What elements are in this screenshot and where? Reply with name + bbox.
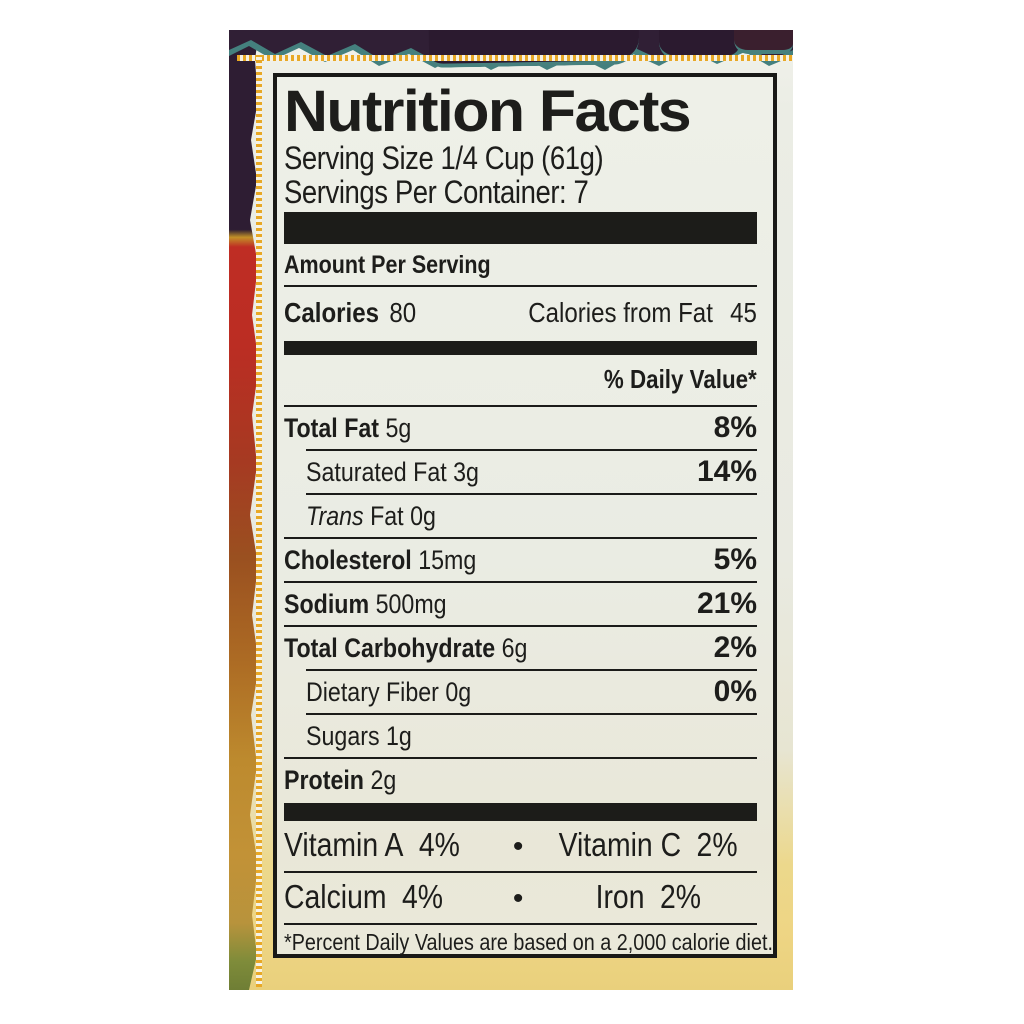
nutrition-facts-panel: Nutrition Facts Serving Size 1/4 Cup (61… [273,73,777,958]
nutrient-amount: 15mg [411,545,477,575]
nutrient-row-saturated-fat: Saturated Fat 3g 14% [306,449,757,493]
amount-per-serving-heading: Amount Per Serving [284,251,491,279]
vitamin-value: 4% [418,826,460,863]
nutrient-amount: 2g [363,765,397,795]
package-edge-strip [229,30,259,990]
nutrient-name: Protein [284,765,364,795]
nutrient-row-trans-fat: Trans Fat 0g [306,493,757,537]
nutrient-amount: Dietary Fiber 0g [306,677,472,707]
nutrient-daily-value: 21% [696,587,757,620]
nutrient-daily-value: 5% [713,543,757,576]
vitamin-row-a-c: Vitamin A 4% • Vitamin C 2% [284,821,757,871]
dotted-frame-left [256,55,262,987]
separator-bar-medium [284,341,757,355]
vitamin-name: Vitamin C [558,826,682,863]
panel-title: Nutrition Facts [284,79,692,144]
vitamin-name: Vitamin A [284,826,404,863]
vitamin-value: 2% [659,878,701,915]
nutrient-amount: Fat 0g [363,501,436,531]
calories-value: 80 [389,297,417,328]
nutrient-row-protein: Protein 2g [284,757,757,801]
nutrient-row-total-carbohydrate: Total Carbohydrate 6g 2% [284,625,757,669]
nutrient-name: Total Fat [284,413,380,443]
separator-bar-thick [284,212,757,244]
dotted-frame-top [237,55,793,61]
nutrient-daily-value: 8% [713,411,757,444]
vitamin-row-calcium-iron: Calcium 4% • Iron 2% [284,871,757,923]
calories-row: Calories 80 Calories from Fat 45 [284,285,757,341]
nutrient-daily-value: 2% [713,631,757,664]
nutrient-daily-value: 0% [713,675,757,708]
nutrient-row-total-fat: Total Fat 5g 8% [284,405,757,449]
nutrient-name: Cholesterol [284,545,412,575]
nutrient-amount: 500mg [369,589,447,619]
nutrient-amount: Saturated Fat 3g [306,457,479,487]
bullet-icon: • [512,830,524,863]
nutrient-name: Total Carbohydrate [284,633,496,663]
nutrient-daily-value: 14% [696,455,757,488]
nutrient-amount: 5g [379,413,412,443]
bullet-icon: • [512,882,524,915]
vitamin-name: Iron [595,878,645,915]
nutrient-amount: Sugars 1g [306,721,412,751]
vitamin-value: 4% [401,878,444,915]
separator-bar-thick-lower [284,803,757,821]
nutrition-label-photo: Nutrition Facts Serving Size 1/4 Cup (61… [229,30,793,990]
daily-value-heading: % Daily Value* [604,364,757,394]
vitamin-name: Calcium [284,878,387,915]
servings-per-container: Servings Per Container: 7 [284,174,589,210]
nutrient-name: Sodium [284,589,370,619]
torn-graphic-remnant [734,30,793,54]
nutrient-name-italic: Trans [306,501,364,531]
calories-from-fat-label: Calories from Fat [528,297,714,328]
vitamin-value: 2% [696,826,738,863]
nutrient-row-sodium: Sodium 500mg 21% [284,581,757,625]
torn-graphic-remnant [428,30,640,68]
calories-from-fat-value: 45 [730,297,757,328]
nutrient-row-sugars: Sugars 1g [306,713,757,757]
nutrient-amount: 6g [495,633,528,663]
serving-size: Serving Size 1/4 Cup (61g) [284,140,604,176]
nutrient-row-cholesterol: Cholesterol 15mg 5% [284,537,757,581]
daily-value-footnote: *Percent Daily Values are based on a 2,0… [284,923,773,955]
calories-label: Calories [284,297,380,328]
nutrient-row-dietary-fiber: Dietary Fiber 0g 0% [306,669,757,713]
